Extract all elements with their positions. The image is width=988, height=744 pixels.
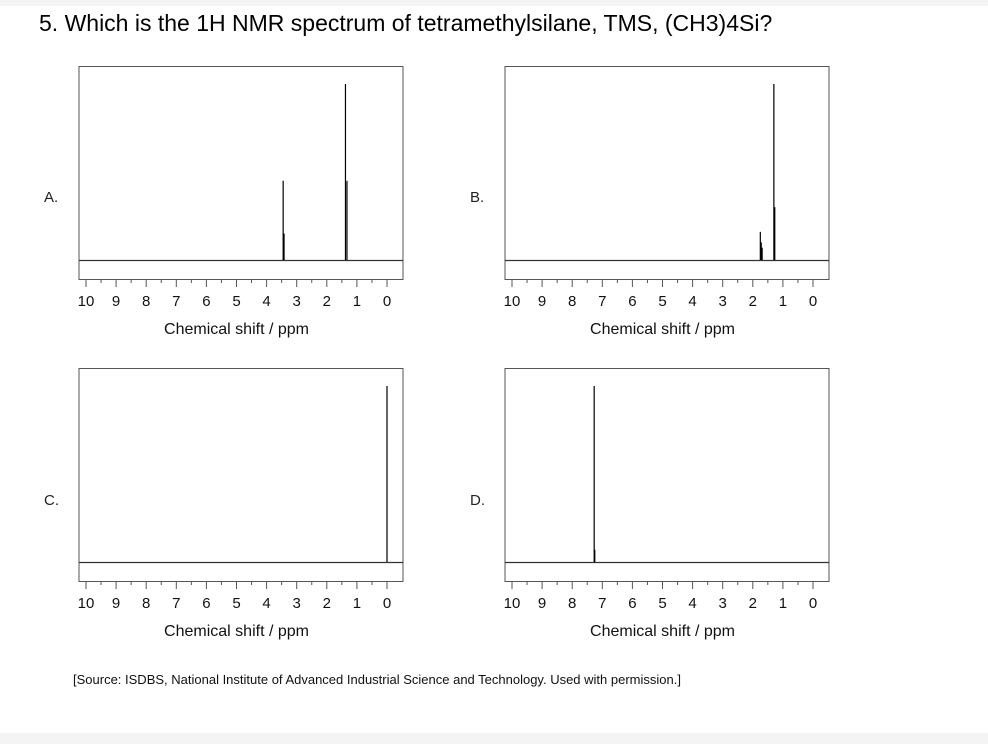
tick-label: 4 xyxy=(262,293,270,310)
tick-label: 1 xyxy=(353,595,361,612)
tick-label: 1 xyxy=(779,595,787,612)
option-b-label[interactable]: B. xyxy=(470,189,485,206)
tick-label: 10 xyxy=(78,293,95,310)
tick-label: 5 xyxy=(658,595,666,612)
tick-label: 5 xyxy=(658,293,666,310)
tick-label: 8 xyxy=(568,293,576,310)
tick-label: 6 xyxy=(628,293,636,310)
tick-label: 10 xyxy=(504,595,521,612)
tick-label: 0 xyxy=(383,595,391,612)
tick-label: 1 xyxy=(779,293,787,310)
tick-label: 9 xyxy=(112,595,120,612)
tick-label: 7 xyxy=(598,293,606,310)
option-c-label[interactable]: C. xyxy=(44,492,59,509)
tick-label: 1 xyxy=(353,293,361,310)
tick-label: 3 xyxy=(293,293,301,310)
tick-label: 7 xyxy=(598,595,606,612)
tick-label: 4 xyxy=(688,595,696,612)
tick-label: 8 xyxy=(142,595,150,612)
tick-label: 8 xyxy=(142,293,150,310)
tick-label: 10 xyxy=(504,293,521,310)
option-a-label[interactable]: A. xyxy=(44,189,59,206)
tick-label: 10 xyxy=(78,595,95,612)
tick-label: 6 xyxy=(628,595,636,612)
tick-label: 9 xyxy=(538,293,546,310)
tick-label: 0 xyxy=(809,293,817,310)
tick-label: 5 xyxy=(232,595,240,612)
bottom-strip xyxy=(0,733,988,744)
tick-label: 4 xyxy=(262,595,270,612)
tick-label: 8 xyxy=(568,595,576,612)
x-axis-title: Chemical shift / ppm xyxy=(590,321,735,338)
tick-label: 0 xyxy=(383,293,391,310)
tick-label: 9 xyxy=(112,293,120,310)
tick-label: 5 xyxy=(232,293,240,310)
tick-label: 2 xyxy=(323,293,331,310)
tick-label: 2 xyxy=(749,293,757,310)
x-axis-title: Chemical shift / ppm xyxy=(590,623,735,640)
tick-label: 3 xyxy=(719,293,727,310)
tick-label: 9 xyxy=(538,595,546,612)
tick-label: 2 xyxy=(323,595,331,612)
tick-label: 3 xyxy=(293,595,301,612)
plot-frame xyxy=(78,66,404,280)
x-axis-title: Chemical shift / ppm xyxy=(164,623,309,640)
tick-label: 4 xyxy=(688,293,696,310)
tick-label: 6 xyxy=(202,293,210,310)
tick-label: 2 xyxy=(749,595,757,612)
tick-label: 7 xyxy=(172,595,180,612)
option-d-label[interactable]: D. xyxy=(470,492,485,509)
plot-frame xyxy=(504,66,830,280)
plot-frame xyxy=(78,368,404,582)
plot-frame xyxy=(504,368,830,582)
tick-label: 0 xyxy=(809,595,817,612)
x-axis-title: Chemical shift / ppm xyxy=(164,321,309,338)
top-strip xyxy=(0,0,988,6)
tick-label: 6 xyxy=(202,595,210,612)
tick-label: 3 xyxy=(719,595,727,612)
source-note: [Source: ISDBS, National Institute of Ad… xyxy=(73,672,681,687)
tick-label: 7 xyxy=(172,293,180,310)
question-text: 5. Which is the 1H NMR spectrum of tetra… xyxy=(39,10,773,36)
